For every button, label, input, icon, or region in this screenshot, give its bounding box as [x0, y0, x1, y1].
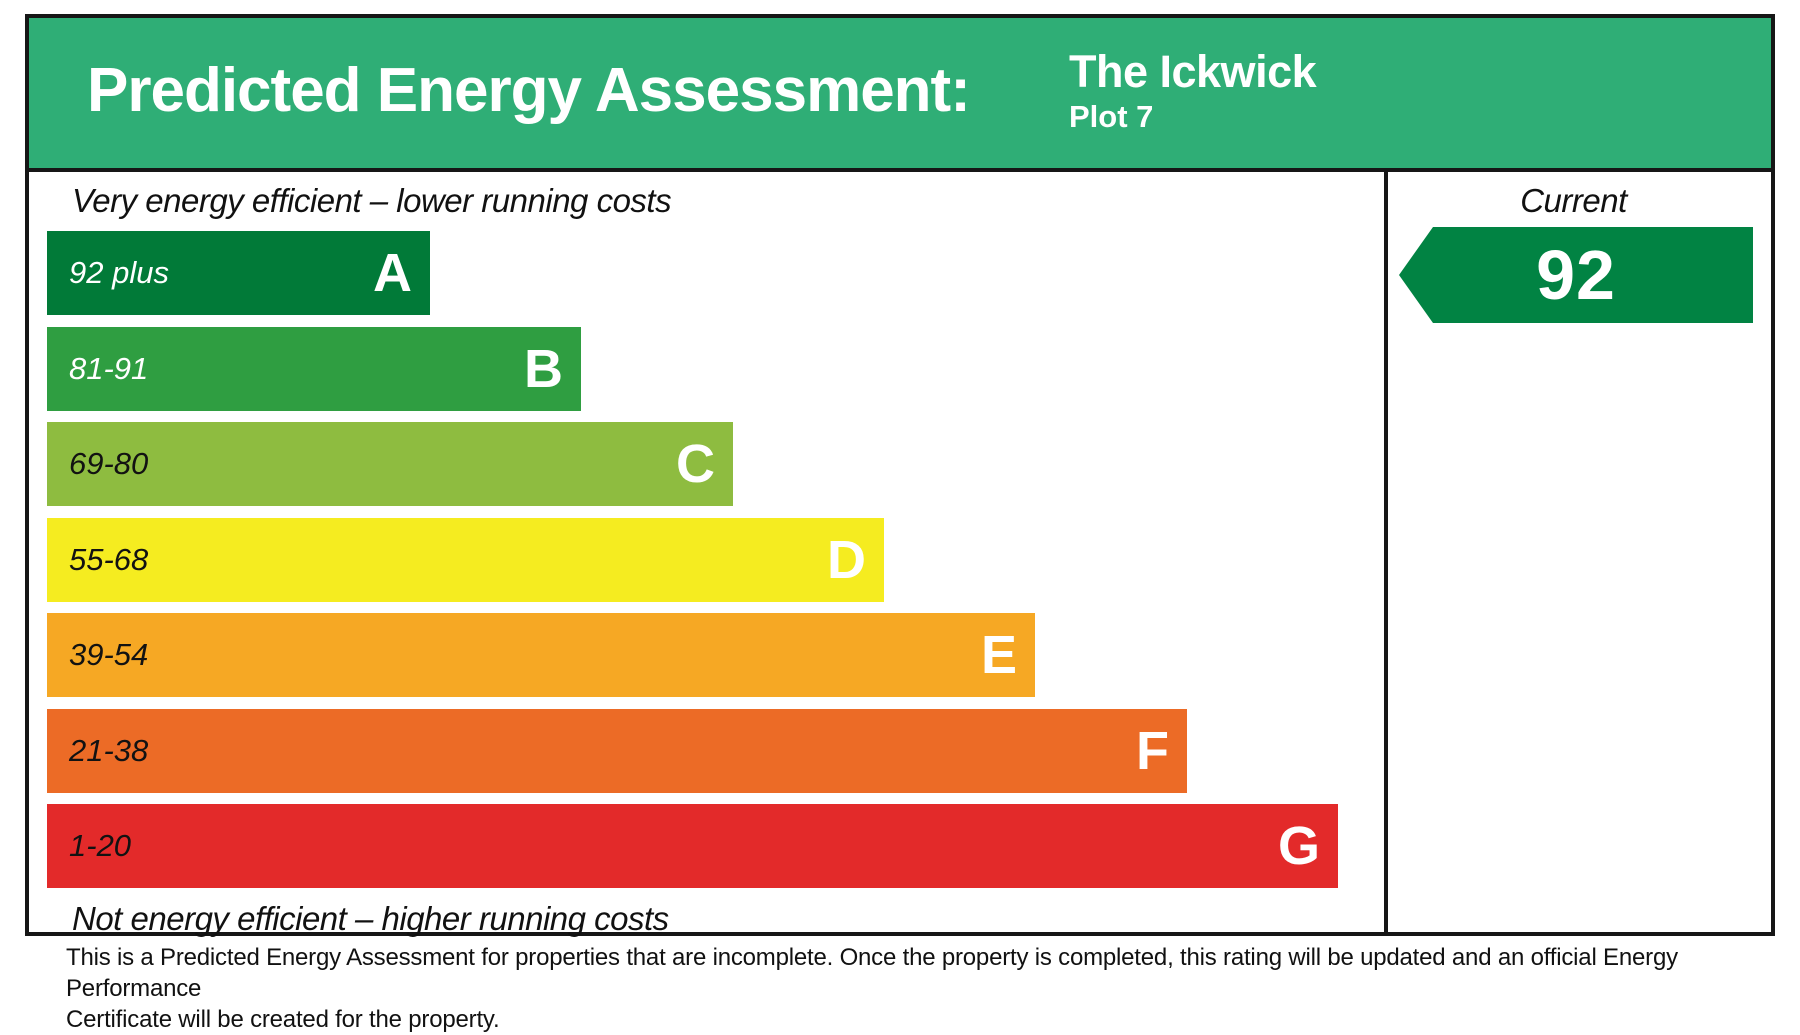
band-letter: C: [676, 434, 715, 494]
band-range-label: 21-38: [69, 732, 149, 768]
footer-disclaimer: This is a Predicted Energy Assessment fo…: [66, 942, 1800, 1035]
band-letter: B: [524, 338, 563, 399]
rating-bands: 92 plus A 81-91 B 69-80 C 55-68 D 39-54: [47, 231, 1384, 888]
current-rating-arrow: 92: [1399, 227, 1753, 323]
current-rating-value: 92: [1536, 236, 1616, 314]
current-rating-pane: Current 92: [1384, 172, 1759, 932]
rating-band-row-d: 55-68 D: [47, 517, 884, 602]
rating-band-row-a: 92 plus A: [47, 231, 430, 315]
band-letter: D: [827, 529, 866, 590]
header-banner: Predicted Energy Assessment: The Ickwick…: [29, 18, 1771, 172]
current-rating-arrow-wrap: 92: [1399, 227, 1753, 323]
bottom-caption: Not energy efficient – higher running co…: [72, 899, 669, 937]
band-range-label: 92 plus: [69, 255, 169, 290]
current-column-heading: Current: [1520, 182, 1627, 219]
rating-band-row-c: 69-80 C: [47, 422, 733, 506]
band-letter: F: [1136, 720, 1169, 781]
rating-band-row-e: 39-54 E: [47, 613, 1035, 697]
property-info: The Ickwick Plot 7: [1069, 46, 1317, 136]
band-letter: A: [373, 243, 412, 303]
property-name: The Ickwick: [1069, 46, 1317, 97]
band-range-label: 69-80: [69, 446, 149, 481]
band-range-label: 39-54: [69, 637, 149, 672]
rating-band-row-b: 81-91 B: [47, 326, 581, 411]
band-range-label: 1-20: [69, 828, 132, 863]
band-range-label: 55-68: [69, 541, 149, 577]
property-plot: Plot 7: [1069, 99, 1154, 134]
page-title: Predicted Energy Assessment:: [87, 56, 971, 125]
band-letter: E: [980, 625, 1017, 685]
footer-line-1: This is a Predicted Energy Assessment fo…: [66, 944, 1678, 1002]
band-letter: G: [1277, 816, 1320, 876]
footer-line-2: Certificate will be created for the prop…: [66, 1006, 500, 1033]
rating-bands-pane: Very energy efficient – lower running co…: [29, 172, 1384, 937]
rating-band-row-g: 1-20 G: [47, 804, 1338, 888]
top-caption: Very energy efficient – lower running co…: [72, 182, 672, 219]
band-range-label: 81-91: [69, 350, 149, 386]
rating-chart: Very energy efficient – lower running co…: [29, 172, 1771, 937]
rating-band-row-f: 21-38 F: [47, 708, 1187, 793]
certificate-frame: Predicted Energy Assessment: The Ickwick…: [25, 14, 1775, 937]
